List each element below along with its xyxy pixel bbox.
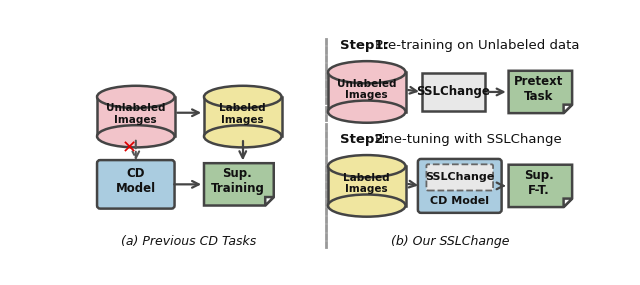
Ellipse shape [328, 155, 406, 177]
Polygon shape [564, 199, 572, 207]
Text: (b) Our SSLChange: (b) Our SSLChange [391, 235, 509, 248]
Text: Fine-tuning with SSLChange: Fine-tuning with SSLChange [375, 133, 562, 146]
Polygon shape [265, 197, 274, 205]
Text: Labeled
Images: Labeled Images [220, 103, 266, 125]
Text: Sup.
F-T.: Sup. F-T. [524, 169, 554, 197]
Bar [204, 97, 282, 136]
Bar [422, 73, 485, 111]
Text: CD
Model: CD Model [116, 167, 156, 195]
Ellipse shape [328, 101, 406, 123]
Text: Labeled
Images: Labeled Images [344, 173, 390, 194]
Ellipse shape [328, 61, 406, 83]
Text: SSLChange: SSLChange [417, 86, 490, 98]
Polygon shape [204, 163, 274, 205]
Ellipse shape [97, 86, 175, 108]
Text: ✕: ✕ [122, 139, 137, 157]
Text: Step2:: Step2: [340, 133, 388, 146]
Ellipse shape [204, 125, 282, 147]
Bar [328, 72, 406, 112]
FancyBboxPatch shape [418, 159, 502, 213]
Bar [328, 166, 406, 205]
Ellipse shape [328, 195, 406, 217]
Text: (a) Previous CD Tasks: (a) Previous CD Tasks [121, 235, 256, 248]
Text: Pretext
Task: Pretext Task [514, 75, 563, 103]
Polygon shape [509, 165, 572, 207]
Ellipse shape [97, 125, 175, 147]
Ellipse shape [204, 86, 282, 108]
Text: Step1:: Step1: [340, 39, 388, 52]
Text: Pre-training on Unlabeled data: Pre-training on Unlabeled data [375, 39, 580, 52]
Text: SSLChange: SSLChange [425, 172, 494, 182]
Bar [97, 97, 175, 136]
Polygon shape [564, 105, 572, 113]
Text: Sup.
Training: Sup. Training [211, 167, 264, 195]
FancyBboxPatch shape [97, 160, 175, 209]
Text: CD Model: CD Model [430, 196, 489, 205]
Polygon shape [509, 71, 572, 113]
Text: Unlabeled
Images: Unlabeled Images [106, 103, 166, 125]
Text: Unlabeled
Images: Unlabeled Images [337, 79, 397, 100]
FancyBboxPatch shape [426, 164, 493, 190]
